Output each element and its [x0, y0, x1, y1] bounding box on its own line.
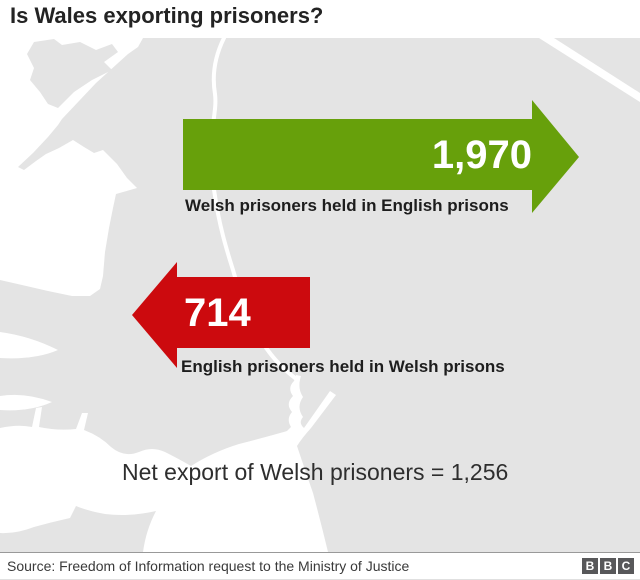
- bbc-logo-block: B: [582, 558, 598, 574]
- import-arrow-head: [132, 262, 177, 368]
- export-arrow-body: 1,970: [183, 119, 534, 190]
- map-sea: [0, 38, 640, 552]
- source-text: Source: Freedom of Information request t…: [7, 558, 410, 574]
- bbc-logo: B B C: [582, 558, 634, 574]
- net-export-text: Net export of Welsh prisoners = 1,256: [122, 459, 509, 485]
- export-label: Welsh prisoners held in English prisons: [185, 196, 509, 215]
- bbc-logo-block: B: [600, 558, 616, 574]
- page-title: Is Wales exporting prisoners?: [10, 3, 324, 28]
- import-value: 714: [184, 290, 251, 335]
- import-arrow-body: 714: [177, 277, 310, 348]
- export-value: 1,970: [431, 132, 532, 177]
- footer: Source: Freedom of Information request t…: [0, 552, 640, 580]
- import-label: English prisoners held in Welsh prisons: [181, 357, 505, 376]
- export-arrow-head: [532, 100, 579, 213]
- map-anglesey: [27, 39, 118, 108]
- bbc-logo-block: C: [618, 558, 634, 574]
